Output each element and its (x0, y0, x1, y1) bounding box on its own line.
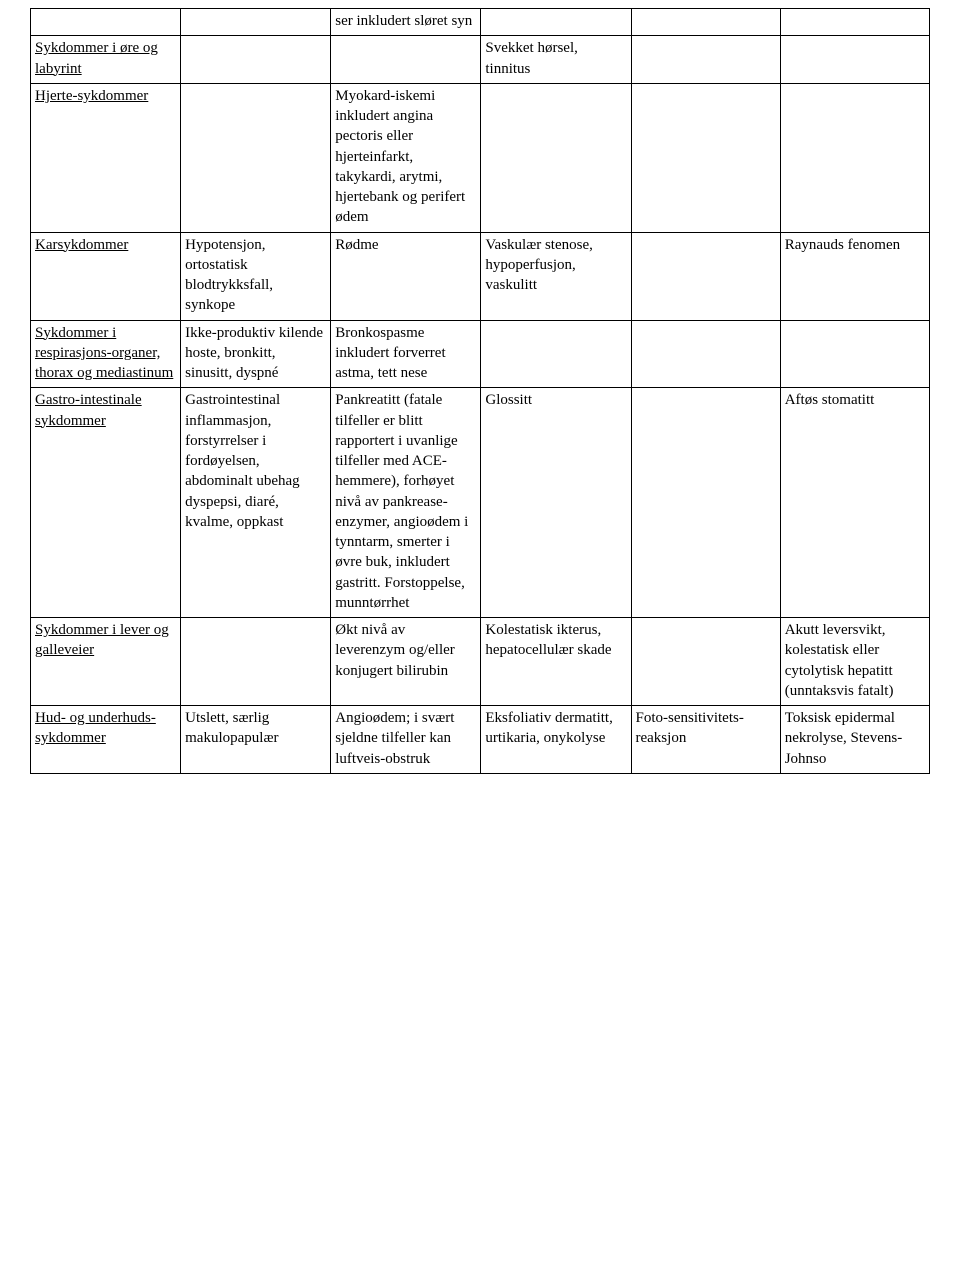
cell: Akutt leversvikt, kolestatisk eller cyto… (780, 618, 929, 706)
table-row: Karsykdommer Hypotensjon, ortostatisk bl… (31, 232, 930, 320)
cell (181, 9, 331, 36)
table-row: Gastro-intestinale sykdommer Gastrointes… (31, 388, 930, 618)
category-cell (31, 9, 181, 36)
category-text: Hud- og underhuds-sykdommer (35, 710, 156, 746)
category-cell: Sykdommer i lever og galleveier (31, 618, 181, 706)
cell: Angioødem; i svært sjeldne tilfeller kan… (331, 706, 481, 774)
category-cell: Sykdommer i øre og labyrint (31, 36, 181, 84)
category-text: Karsykdommer (35, 237, 128, 253)
adverse-effects-table: ser inkludert sløret syn Sykdommer i øre… (30, 8, 930, 774)
cell (631, 320, 780, 388)
category-cell: Hjerte-sykdommer (31, 83, 181, 232)
cell (481, 320, 631, 388)
cell (631, 9, 780, 36)
category-cell: Karsykdommer (31, 232, 181, 320)
cell: ser inkludert sløret syn (331, 9, 481, 36)
cell: Myokard-iskemi inkludert angina pectoris… (331, 83, 481, 232)
cell: Foto-sensitivitets-reaksjon (631, 706, 780, 774)
cell: Raynauds fenomen (780, 232, 929, 320)
cell: Rødme (331, 232, 481, 320)
cell: Økt nivå av leverenzym og/eller konjuger… (331, 618, 481, 706)
table-row: Sykdommer i respirasjons-organer, thorax… (31, 320, 930, 388)
category-cell: Sykdommer i respirasjons-organer, thorax… (31, 320, 181, 388)
cell: Bronkospasme inkludert forverret astma, … (331, 320, 481, 388)
cell: Svekket hørsel, tinnitus (481, 36, 631, 84)
table-row: Sykdommer i øre og labyrint Svekket hørs… (31, 36, 930, 84)
table-row: Hud- og underhuds-sykdommer Utslett, sær… (31, 706, 930, 774)
table-row: ser inkludert sløret syn (31, 9, 930, 36)
cell (631, 83, 780, 232)
cell: Gastrointestinal inflammasjon, forstyrre… (181, 388, 331, 618)
cell (780, 36, 929, 84)
cell (181, 36, 331, 84)
cell (631, 618, 780, 706)
category-text: Sykdommer i respirasjons-organer, thorax… (35, 325, 173, 382)
cell (181, 83, 331, 232)
cell (631, 232, 780, 320)
table-row: Sykdommer i lever og galleveier Økt nivå… (31, 618, 930, 706)
cell (631, 388, 780, 618)
table-row: Hjerte-sykdommer Myokard-iskemi inkluder… (31, 83, 930, 232)
cell (481, 9, 631, 36)
cell (780, 320, 929, 388)
cell: Eksfoliativ dermatitt, urtikaria, onykol… (481, 706, 631, 774)
cell: Toksisk epidermal nekrolyse, Stevens-Joh… (780, 706, 929, 774)
cell (780, 83, 929, 232)
cell (481, 83, 631, 232)
cell: Utslett, særlig makulopapulær (181, 706, 331, 774)
category-cell: Gastro-intestinale sykdommer (31, 388, 181, 618)
cell: Glossitt (481, 388, 631, 618)
cell (780, 9, 929, 36)
category-text: Sykdommer i lever og galleveier (35, 622, 169, 658)
cell: Pankreatitt (fatale tilfeller er blitt r… (331, 388, 481, 618)
category-text: Sykdommer i øre og labyrint (35, 40, 158, 76)
category-text: Hjerte-sykdommer (35, 88, 148, 104)
cell: Hypotensjon, ortostatisk blodtrykksfall,… (181, 232, 331, 320)
cell: Ikke-produktiv kilende hoste, bronkitt, … (181, 320, 331, 388)
category-cell: Hud- og underhuds-sykdommer (31, 706, 181, 774)
cell: Aftøs stomatitt (780, 388, 929, 618)
cell (631, 36, 780, 84)
cell (181, 618, 331, 706)
category-text: Gastro-intestinale sykdommer (35, 392, 142, 428)
cell: Kolestatisk ikterus, hepatocellulær skad… (481, 618, 631, 706)
cell: Vaskulær stenose, hypoperfusjon, vaskuli… (481, 232, 631, 320)
cell (331, 36, 481, 84)
